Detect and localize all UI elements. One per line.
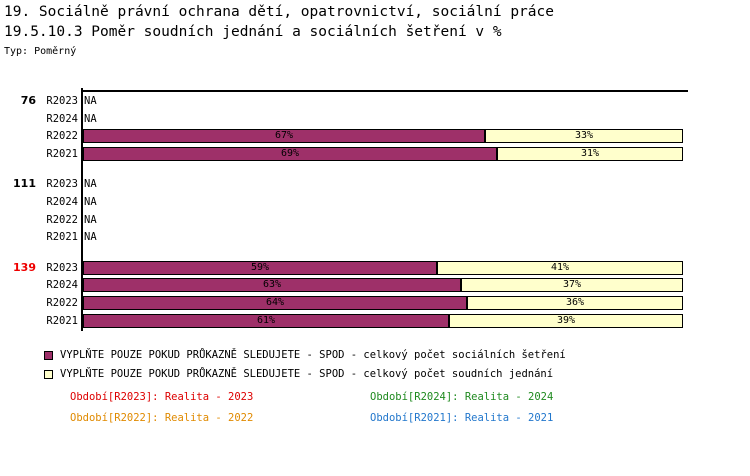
bar-segment-social-inquiries: 64% <box>83 296 467 310</box>
row-period-label: R2024 <box>46 196 78 208</box>
legend-label: VYPLŇTE POUZE POKUD PRŮKAZNĚ SLEDUJETE -… <box>60 349 566 361</box>
bar-segment-social-inquiries: 63% <box>83 278 461 293</box>
chart-row: R2024 NA <box>0 194 700 211</box>
legend-item: VYPLŇTE POUZE POKUD PRŮKAZNĚ SLEDUJETE -… <box>44 347 566 363</box>
row-period-label: R2021 <box>46 231 78 244</box>
row-period-label: R2023 <box>46 261 78 274</box>
row-period-label: R2024 <box>46 279 78 292</box>
row-na-value: NA <box>84 95 97 107</box>
plot-top-rule <box>82 90 688 92</box>
row-na-value: NA <box>84 231 97 244</box>
group-number: 139 <box>13 260 36 274</box>
row-period-label: R2024 <box>46 112 78 125</box>
row-na-value: NA <box>84 112 97 125</box>
bar-segment-court-hearings: 37% <box>461 278 683 293</box>
bar-segment-social-inquiries: 59% <box>83 260 437 275</box>
row-period-label: R2023 <box>46 178 78 191</box>
chart-row: R2024 63% 37% <box>0 277 700 294</box>
chart-row: R2024 NA <box>0 111 700 128</box>
period-row: Období[R2022]: Realita - 2022 Období[R202… <box>70 411 670 432</box>
bar-segment-court-hearings: 31% <box>497 146 683 161</box>
row-period-label: R2021 <box>46 147 78 160</box>
legend-swatch-icon <box>44 369 53 379</box>
chart-legend: VYPLŇTE POUZE POKUD PRŮKAZNĚ SLEDUJETE -… <box>44 347 566 385</box>
row-period-label: R2022 <box>46 213 78 226</box>
bar-segment-social-inquiries: 67% <box>83 129 485 144</box>
y-axis-line <box>81 88 83 331</box>
bar-segment-court-hearings: 36% <box>467 296 683 310</box>
row-na-value: NA <box>84 178 97 191</box>
report-header: 19. Sociálně právní ochrana dětí, opatro… <box>4 2 746 59</box>
chart-row: R2022 64% 36% <box>0 295 700 312</box>
group-number: 76 <box>20 94 36 107</box>
group-number: 111 <box>13 177 36 191</box>
row-period-label: R2021 <box>46 314 78 327</box>
row-period-label: R2022 <box>46 130 78 143</box>
chart-row: R2022 NA <box>0 212 700 229</box>
chart-row: R2022 67% 33% <box>0 128 700 145</box>
report-type-label: Typ: Poměrný <box>4 46 77 57</box>
period-legend-item: Období[R2024]: Realita - 2024 <box>370 391 554 403</box>
row-na-value: NA <box>84 213 97 226</box>
chart-row: R2021 69% 31% <box>0 146 700 163</box>
chart-row: R2023 NA <box>0 93 700 110</box>
row-na-value: NA <box>84 196 97 208</box>
legend-label: VYPLŇTE POUZE POKUD PRŮKAZNĚ SLEDUJETE -… <box>60 368 554 380</box>
legend-item: VYPLŇTE POUZE POKUD PRŮKAZNĚ SLEDUJETE -… <box>44 366 566 382</box>
period-row: Období[R2023]: Realita - 2023 Období[R202… <box>70 390 670 411</box>
period-legend-item: Období[R2022]: Realita - 2022 <box>70 412 254 424</box>
bar-segment-court-hearings: 39% <box>449 313 683 328</box>
legend-swatch-icon <box>44 350 53 360</box>
bar-segment-social-inquiries: 61% <box>83 313 449 328</box>
report-title-line-2: 19.5.10.3 Poměr soudních jednání a sociá… <box>4 24 502 40</box>
chart-row: R2021 61% 39% <box>0 313 700 330</box>
row-period-label: R2022 <box>46 297 78 309</box>
period-legend: Období[R2023]: Realita - 2023 Období[R202… <box>70 390 670 432</box>
chart-row: R2021 NA <box>0 229 700 246</box>
bar-segment-court-hearings: 33% <box>485 129 683 144</box>
report-title-line-1: 19. Sociálně právní ochrana dětí, opatro… <box>4 4 554 20</box>
row-period-label: R2023 <box>46 95 78 107</box>
bar-segment-court-hearings: 41% <box>437 260 683 275</box>
chart-row: R2023 NA <box>0 176 700 193</box>
period-legend-item: Období[R2023]: Realita - 2023 <box>70 391 254 403</box>
chart-row: R2023 59% 41% <box>0 260 700 277</box>
period-legend-item: Období[R2021]: Realita - 2021 <box>370 412 554 424</box>
bar-segment-social-inquiries: 69% <box>83 146 497 161</box>
